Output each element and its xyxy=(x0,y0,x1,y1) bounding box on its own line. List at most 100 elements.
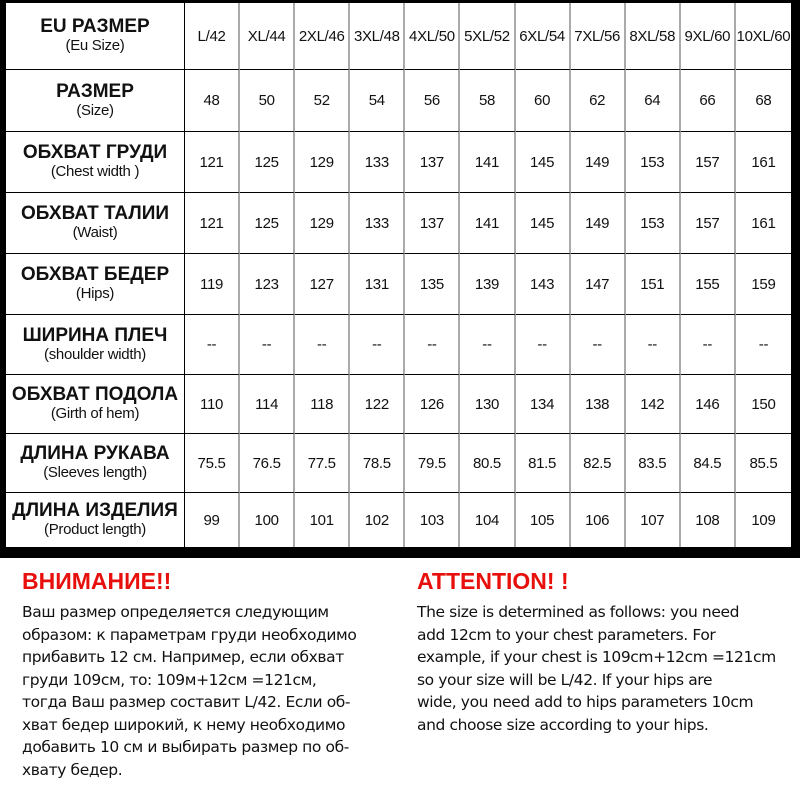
table-cell: 147 xyxy=(570,254,626,315)
notice-line: хвату бедер. xyxy=(22,760,123,779)
size-chart-table: EU РАЗМЕР (Eu Size) L/42 XL/44 2XL/46 3XL/48 4… xyxy=(6,3,791,547)
table-cell: 64 xyxy=(625,70,681,132)
table-cell: 109 xyxy=(751,511,776,529)
table-cell: 85.5 xyxy=(735,434,791,493)
table-cell: -- xyxy=(680,315,736,375)
table-cell: -- xyxy=(240,315,296,375)
table-cell: 161 xyxy=(735,132,791,193)
table-cell: 125 xyxy=(240,193,296,254)
table-cell: 110 xyxy=(185,375,241,434)
table-cell: 131 xyxy=(350,254,406,315)
table-cell: 127 xyxy=(295,254,351,315)
notice-line: add 12cm to your chest parameters. For xyxy=(417,625,716,644)
table-cell: 137 xyxy=(405,193,461,254)
row-label-ru: ОБХВАТ ТАЛИИ xyxy=(20,203,170,224)
notice-line: груди 109см, то: 109м+12см =121см, xyxy=(22,670,317,689)
table-cell: 137 xyxy=(405,132,461,193)
table-cell: 145 xyxy=(515,193,571,254)
table-cell: 118 xyxy=(295,375,351,434)
table-cell: 157 xyxy=(680,193,736,254)
table-cell: 58 xyxy=(460,70,516,132)
table-cell: 134 xyxy=(515,375,571,434)
table-cell: 104 xyxy=(460,493,516,547)
row-label: ОБХВАТ ПОДОЛА (Girth of hem) xyxy=(6,375,185,434)
notice-line: The size is determined as follows: you n… xyxy=(417,603,740,621)
column-header: 4XL/50 xyxy=(405,3,461,70)
column-header: L/42 xyxy=(185,3,241,70)
table-cell: 161 xyxy=(735,193,791,254)
row-label: ШИРИНА ПЛЕЧ (shoulder width) xyxy=(6,315,185,375)
table-cell: 133 xyxy=(350,132,406,193)
row-label-ru: ШИРИНА ПЛЕЧ xyxy=(22,324,168,346)
table-cell: 76.5 xyxy=(240,434,296,493)
table-cell: 81.5 xyxy=(515,434,571,493)
table-cell: 62 xyxy=(570,70,626,132)
table-cell: 119 xyxy=(185,254,241,315)
row-label-en: (Waist) xyxy=(72,224,118,241)
row-label: ОБХВАТ БЕДЕР (Hips) xyxy=(6,254,185,315)
row-label-ru: ОБХВАТ БЕДЕР xyxy=(20,264,170,285)
notice-body-en: The size is determined as follows: you n… xyxy=(417,601,800,736)
table-cell: 159 xyxy=(735,254,791,315)
table-cell: 78.5 xyxy=(350,434,406,493)
table-cell: 125 xyxy=(240,132,296,193)
notice-line: добавить 10 см и выбирать размер по об- xyxy=(22,738,349,756)
row-label-ru: ДЛИНА РУКАВА xyxy=(20,443,170,464)
row-label: ОБХВАТ ГРУДИ (Chest width ) xyxy=(6,132,185,193)
row-label: ОБХВАТ ТАЛИИ (Waist) xyxy=(6,193,185,254)
row-label-en: (Sleeves length) xyxy=(43,464,147,481)
table-cell: 141 xyxy=(460,132,516,193)
row-label-en: (Size) xyxy=(76,101,114,119)
column-header: 10XL/60 xyxy=(735,3,791,70)
row-label-ru: ОБХВАТ ГРУДИ xyxy=(22,142,168,163)
table-cell: 100 xyxy=(240,493,296,547)
table-cell: 102 xyxy=(350,493,406,547)
notice-line: прибавить 12 см. Например, если обхват xyxy=(22,648,344,666)
table-cell: 149 xyxy=(570,193,626,254)
row-label-en: (Eu Size) xyxy=(65,37,125,54)
table-cell: 79.5 xyxy=(405,434,461,493)
notice-english: ATTENTION! ! The size is determined as f… xyxy=(417,568,800,736)
table-cell: 103 xyxy=(405,493,461,547)
table-cell: 142 xyxy=(625,375,681,434)
table-cell: 66 xyxy=(680,70,736,132)
notice-line: Ваш размер определяется следующим xyxy=(22,603,329,621)
table-cell: 121 xyxy=(185,132,241,193)
notice-line: so your size will be L/42. If your hips … xyxy=(417,670,713,689)
table-cell: 138 xyxy=(570,375,626,434)
notice-russian: ВНИМАНИЕ!! Ваш размер определяется следу… xyxy=(22,568,412,781)
table-cell: 60 xyxy=(515,70,571,132)
row-label-en: (Girth of hem) xyxy=(50,405,140,422)
table-cell: 105 xyxy=(516,493,571,547)
table-cell: 50 xyxy=(240,70,296,132)
table-cell: 68 xyxy=(735,70,791,132)
notice-title-en: ATTENTION! ! xyxy=(417,568,569,594)
row-label-en: (shoulder width) xyxy=(44,345,146,363)
table-cell: 82.5 xyxy=(570,434,626,493)
table-cell: -- xyxy=(460,315,516,375)
table-cell: 153 xyxy=(625,193,681,254)
row-label: ДЛИНА РУКАВА (Sleeves length) xyxy=(6,434,185,493)
table-cell: 106 xyxy=(571,493,626,547)
table-cell: 77.5 xyxy=(295,434,351,493)
table-cell: 83.5 xyxy=(625,434,681,493)
table-cell: 108 xyxy=(681,493,736,547)
table-cell: 150 xyxy=(735,375,791,434)
row-label-en: (Product length) xyxy=(44,521,146,538)
table-cell: -- xyxy=(735,315,791,375)
row-label-ru: ОБХВАТ ПОДОЛА xyxy=(11,384,179,405)
table-cell: 153 xyxy=(625,132,681,193)
table-cell: 135 xyxy=(405,254,461,315)
table-cell: 130 xyxy=(460,375,516,434)
table-cell: -- xyxy=(185,315,241,375)
table-cell: 107 xyxy=(626,493,681,547)
column-header: 8XL/58 xyxy=(625,3,681,70)
row-label-en: (Hips) xyxy=(75,285,115,302)
row-label-ru: РАЗМЕР xyxy=(56,80,134,102)
notice-line: and choose size according to your hips. xyxy=(417,715,709,734)
table-cell: 157 xyxy=(680,132,736,193)
notice-body-ru: Ваш размер определяется следующим образом… xyxy=(22,601,412,781)
table-cell: 54 xyxy=(350,70,406,132)
table-cell: -- xyxy=(405,315,461,375)
row-label: ДЛИНА ИЗДЕЛИЯ (Product length) xyxy=(6,493,185,547)
